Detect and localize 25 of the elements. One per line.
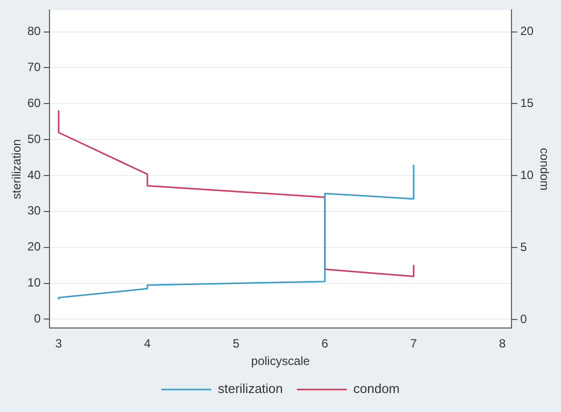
x-tick-label: 6 [322, 336, 329, 351]
x-tick-label: 3 [55, 336, 62, 351]
x-tick-label: 5 [232, 336, 240, 351]
x-axis-title: policyscale [251, 354, 310, 368]
y-tick-label: 10 [27, 276, 42, 290]
x-tick-label: 7 [410, 336, 418, 351]
y-tick-label: 40 [27, 168, 42, 182]
y2-tick-label: 5 [520, 240, 528, 254]
y-tick-label: 30 [27, 204, 42, 218]
x-tick-label: 8 [499, 336, 506, 351]
y-tick-label: 20 [27, 240, 42, 254]
legend-label: condom [353, 381, 400, 396]
y2-axis-title: condom [537, 148, 552, 191]
y2-tick-label: 20 [520, 24, 534, 38]
y2-tick-label: 0 [520, 312, 528, 326]
y2-tick-label: 15 [520, 96, 534, 110]
y-tick-label: 70 [27, 60, 42, 74]
y-tick-label: 0 [34, 312, 42, 326]
y-axis-title: sterilization [10, 139, 24, 200]
y2-tick-label: 10 [520, 168, 534, 182]
y-tick-label: 80 [27, 24, 42, 38]
legend-label: sterilization [218, 381, 283, 396]
y-tick-label: 50 [27, 132, 42, 146]
y-tick-label: 60 [27, 96, 42, 110]
x-tick-label: 4 [144, 336, 152, 351]
